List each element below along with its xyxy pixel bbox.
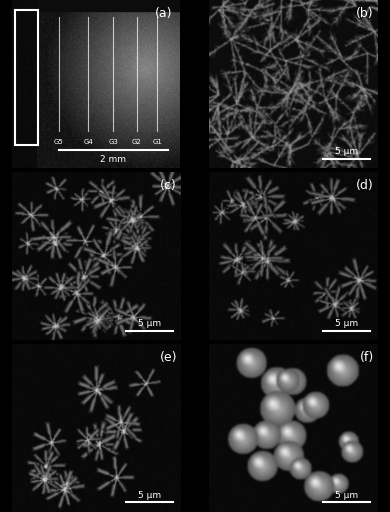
Text: G3: G3 — [108, 139, 118, 145]
Text: 5 μm: 5 μm — [335, 491, 358, 500]
Text: G2: G2 — [132, 139, 142, 145]
Text: 5 μm: 5 μm — [335, 147, 358, 156]
Text: 5 μm: 5 μm — [138, 491, 161, 500]
Bar — [15, 10, 39, 145]
Text: G5: G5 — [54, 139, 64, 145]
Text: G1: G1 — [152, 139, 162, 145]
Text: (e): (e) — [160, 351, 177, 364]
Text: (f): (f) — [360, 351, 374, 364]
Text: (a): (a) — [155, 7, 172, 20]
Text: 2 mm: 2 mm — [100, 155, 126, 164]
Text: (b): (b) — [356, 7, 374, 20]
Text: G4: G4 — [83, 139, 93, 145]
Text: 5 μm: 5 μm — [335, 319, 358, 328]
Text: (d): (d) — [356, 179, 374, 192]
Text: (c): (c) — [160, 179, 177, 192]
Text: 5 μm: 5 μm — [138, 319, 161, 328]
